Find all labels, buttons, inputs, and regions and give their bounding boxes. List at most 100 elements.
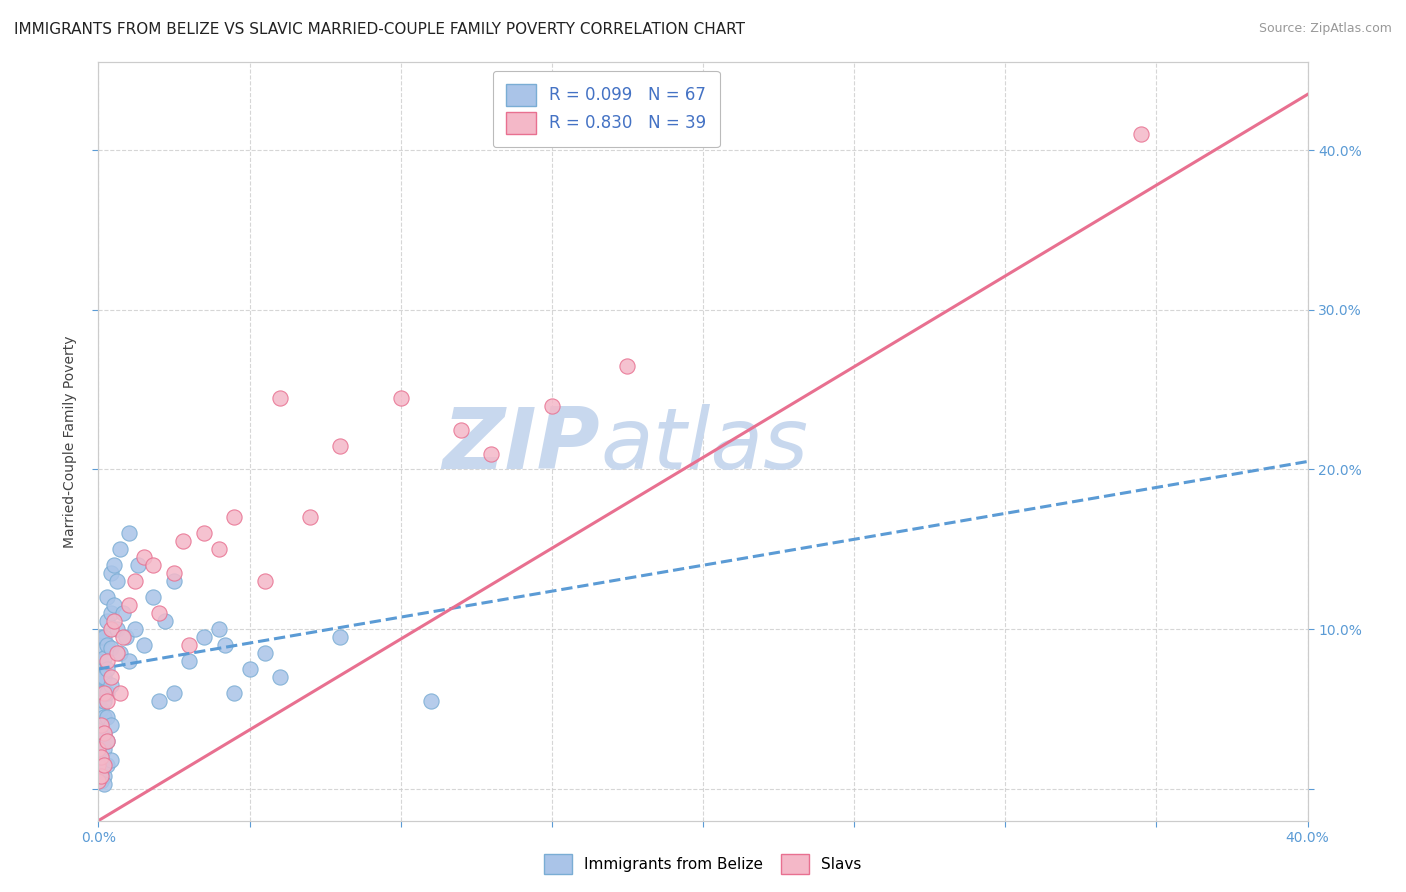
- Point: [239, 662, 262, 676]
- Point: [96, 614, 118, 628]
- Point: [118, 526, 141, 541]
- Point: [100, 678, 122, 692]
- Point: [253, 646, 276, 660]
- Point: [269, 670, 291, 684]
- Point: [208, 542, 231, 557]
- Point: [90, 702, 112, 716]
- Point: [540, 399, 562, 413]
- Point: [193, 630, 215, 644]
- Point: [105, 574, 128, 589]
- Point: [96, 638, 118, 652]
- Point: [87, 682, 110, 697]
- Point: [111, 606, 134, 620]
- Point: [96, 686, 118, 700]
- Text: atlas: atlas: [600, 404, 808, 487]
- Point: [179, 654, 201, 668]
- Point: [179, 638, 201, 652]
- Legend: Immigrants from Belize, Slavs: Immigrants from Belize, Slavs: [538, 848, 868, 880]
- Point: [87, 694, 110, 708]
- Point: [142, 558, 165, 573]
- Point: [148, 694, 170, 708]
- Point: [96, 710, 118, 724]
- Point: [93, 694, 115, 708]
- Point: [103, 614, 125, 628]
- Point: [90, 630, 112, 644]
- Point: [100, 753, 122, 767]
- Point: [114, 630, 136, 644]
- Point: [87, 773, 110, 788]
- Point: [1130, 128, 1153, 142]
- Point: [90, 765, 112, 780]
- Point: [105, 646, 128, 660]
- Point: [142, 590, 165, 604]
- Point: [93, 726, 115, 740]
- Point: [450, 423, 472, 437]
- Text: ZIP: ZIP: [443, 404, 600, 487]
- Point: [100, 670, 122, 684]
- Point: [148, 606, 170, 620]
- Point: [93, 769, 115, 783]
- Point: [420, 694, 443, 708]
- Point: [481, 446, 503, 460]
- Point: [96, 757, 118, 772]
- Point: [214, 638, 236, 652]
- Point: [389, 391, 412, 405]
- Point: [163, 574, 186, 589]
- Point: [253, 574, 276, 589]
- Point: [103, 598, 125, 612]
- Point: [90, 749, 112, 764]
- Point: [87, 638, 110, 652]
- Point: [103, 558, 125, 573]
- Point: [163, 686, 186, 700]
- Point: [100, 718, 122, 732]
- Point: [118, 654, 141, 668]
- Point: [616, 359, 638, 373]
- Point: [208, 622, 231, 636]
- Point: [93, 757, 115, 772]
- Point: [90, 686, 112, 700]
- Point: [105, 622, 128, 636]
- Point: [90, 734, 112, 748]
- Point: [96, 662, 118, 676]
- Point: [329, 438, 352, 452]
- Point: [87, 662, 110, 676]
- Point: [100, 641, 122, 656]
- Point: [108, 542, 131, 557]
- Point: [269, 391, 291, 405]
- Point: [132, 550, 155, 565]
- Point: [124, 574, 146, 589]
- Point: [132, 638, 155, 652]
- Point: [93, 757, 115, 772]
- Point: [93, 710, 115, 724]
- Point: [96, 734, 118, 748]
- Point: [193, 526, 215, 541]
- Point: [93, 726, 115, 740]
- Point: [100, 622, 122, 636]
- Point: [224, 686, 246, 700]
- Point: [111, 630, 134, 644]
- Point: [108, 646, 131, 660]
- Point: [163, 566, 186, 581]
- Point: [93, 650, 115, 665]
- Point: [93, 777, 115, 791]
- Point: [90, 718, 112, 732]
- Point: [90, 773, 112, 788]
- Point: [118, 598, 141, 612]
- Point: [96, 590, 118, 604]
- Point: [93, 630, 115, 644]
- Point: [127, 558, 149, 573]
- Point: [93, 686, 115, 700]
- Point: [87, 757, 110, 772]
- Y-axis label: Married-Couple Family Poverty: Married-Couple Family Poverty: [63, 335, 77, 548]
- Point: [87, 741, 110, 756]
- Point: [124, 622, 146, 636]
- Text: Source: ZipAtlas.com: Source: ZipAtlas.com: [1258, 22, 1392, 36]
- Point: [96, 654, 118, 668]
- Legend: R = 0.099   N = 67, R = 0.830   N = 39: R = 0.099 N = 67, R = 0.830 N = 39: [492, 70, 720, 147]
- Point: [93, 670, 115, 684]
- Point: [96, 734, 118, 748]
- Point: [87, 673, 110, 688]
- Point: [100, 606, 122, 620]
- Point: [100, 566, 122, 581]
- Point: [153, 614, 176, 628]
